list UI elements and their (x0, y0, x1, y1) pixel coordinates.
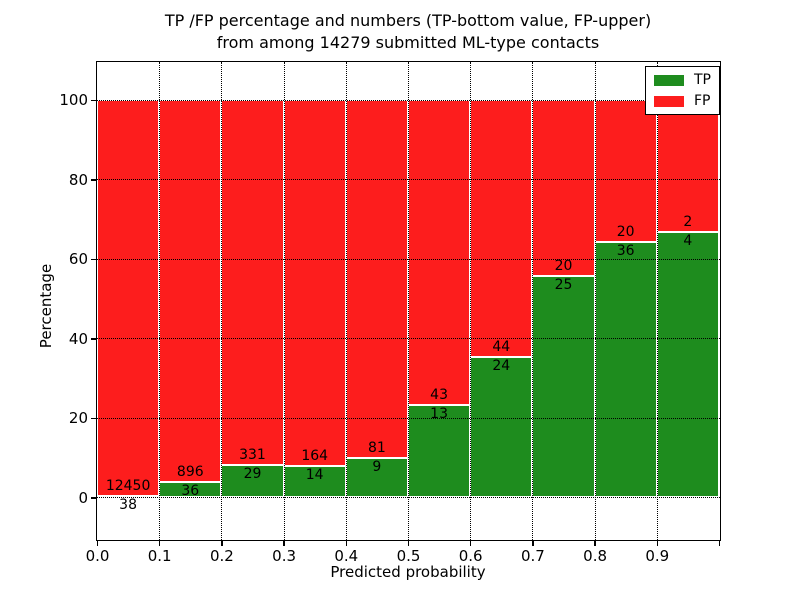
bar-segment-tp (532, 276, 595, 498)
bar-segment-fp (283, 99, 346, 466)
x-tick-mark (594, 540, 596, 546)
tp-count-label: 36 (181, 482, 200, 499)
fp-legend-swatch-icon (654, 95, 684, 107)
tp-count-label: 38 (119, 497, 137, 514)
fp-count-label: 12450 (105, 478, 151, 495)
fp-count-label: 81 (367, 439, 386, 456)
tp-count-label: 14 (305, 466, 324, 483)
legend-entry-fp: FP (654, 94, 711, 108)
fp-legend-label: FP (694, 93, 711, 109)
chart-title-line1: TP /FP percentage and numbers (TP-bottom… (164, 11, 652, 30)
y-tick-mark (91, 258, 96, 260)
x-tick-label: 0.4 (334, 546, 359, 565)
tp-count-label: 13 (430, 405, 448, 422)
fp-count-label: 331 (239, 447, 266, 464)
bar-segment-tp (656, 232, 719, 498)
tp-legend-swatch-icon (654, 74, 684, 86)
tp-count-label: 29 (243, 466, 262, 483)
x-gridline (656, 62, 658, 540)
x-tick-label: 0.5 (396, 546, 421, 565)
x-tick-mark (718, 540, 721, 546)
tp-count-label: 24 (492, 357, 511, 374)
x-gridline (594, 62, 596, 540)
bar-segment-fp (656, 99, 719, 233)
x-gridline (345, 62, 347, 540)
bar-segment-fp (408, 99, 471, 405)
legend: TP FP (645, 66, 720, 115)
bar-segment-fp (345, 99, 408, 458)
y-tick-mark (91, 497, 96, 499)
x-tick-mark (469, 540, 472, 546)
fp-count-label: 44 (492, 338, 511, 355)
x-tick-label: 0.7 (520, 546, 545, 565)
y-tick-label: 100 (59, 91, 88, 110)
bar-segment-fp (470, 99, 533, 357)
x-gridline (532, 62, 534, 540)
bar-segment-fp (159, 99, 222, 482)
y-tick-label: 20 (68, 409, 88, 428)
x-tick-mark (158, 540, 161, 546)
bar-segment-fp (97, 99, 160, 497)
x-tick-mark (407, 540, 410, 546)
y-tick-label: 80 (68, 170, 88, 189)
y-tick-mark (91, 179, 96, 181)
x-gridline (283, 62, 285, 540)
fp-count-label: 2 (683, 214, 693, 231)
chart-title-line2: from among 14279 submitted ML-type conta… (216, 33, 600, 52)
x-tick-label: 0.0 (85, 546, 110, 565)
legend-entry-tp: TP (654, 73, 711, 87)
bar-segment-fp (532, 99, 595, 277)
fp-count-label: 20 (554, 258, 573, 275)
y-tick-label: 60 (68, 250, 88, 269)
bar-segment-fp (221, 99, 284, 466)
bar-segment-tp (283, 465, 346, 498)
x-gridline (408, 62, 409, 540)
bar-segment-tp (594, 241, 657, 498)
x-tick-label: 0.6 (458, 546, 483, 565)
tp-count-label: 25 (554, 277, 573, 294)
x-tick-mark (96, 540, 99, 546)
x-tick-mark (656, 540, 659, 546)
y-tick-label: 40 (68, 329, 88, 348)
x-tick-mark (221, 540, 223, 546)
fp-count-label: 43 (430, 386, 448, 403)
y-tick-label: 0 (78, 488, 88, 507)
x-gridline (159, 62, 161, 540)
tp-count-label: 36 (616, 242, 635, 259)
y-tick-mark (91, 417, 96, 419)
fp-count-label: 896 (176, 463, 204, 480)
tp-legend-label: TP (694, 72, 711, 88)
x-tick-mark (532, 540, 534, 546)
y-tick-mark (91, 338, 96, 340)
x-tick-mark (283, 540, 285, 546)
chart-title: TP /FP percentage and numbers (TP-bottom… (97, 10, 719, 54)
bar-segment-tp (221, 465, 284, 498)
x-tick-label: 0.8 (583, 546, 608, 565)
tp-count-label: 9 (372, 458, 382, 475)
bar-segment-fp (594, 99, 657, 242)
x-gridline (470, 62, 472, 540)
x-tick-mark (345, 540, 348, 546)
plot-area: 12450 38 896 36 331 29 164 14 81 9 43 13 44 24 20 25 20 3… (96, 61, 721, 541)
tp-count-label: 4 (683, 233, 693, 250)
bar-segment-tp (470, 356, 533, 498)
y-tick-mark (91, 99, 96, 101)
x-tick-label: 0.9 (645, 546, 670, 565)
x-gridline (221, 62, 223, 540)
fp-count-label: 20 (616, 223, 635, 240)
x-tick-label: 0.3 (272, 546, 297, 565)
x-tick-label: 0.2 (209, 546, 234, 565)
x-axis-label: Predicted probability (330, 563, 486, 581)
fp-count-label: 164 (301, 447, 329, 464)
x-tick-label: 0.1 (147, 546, 172, 565)
